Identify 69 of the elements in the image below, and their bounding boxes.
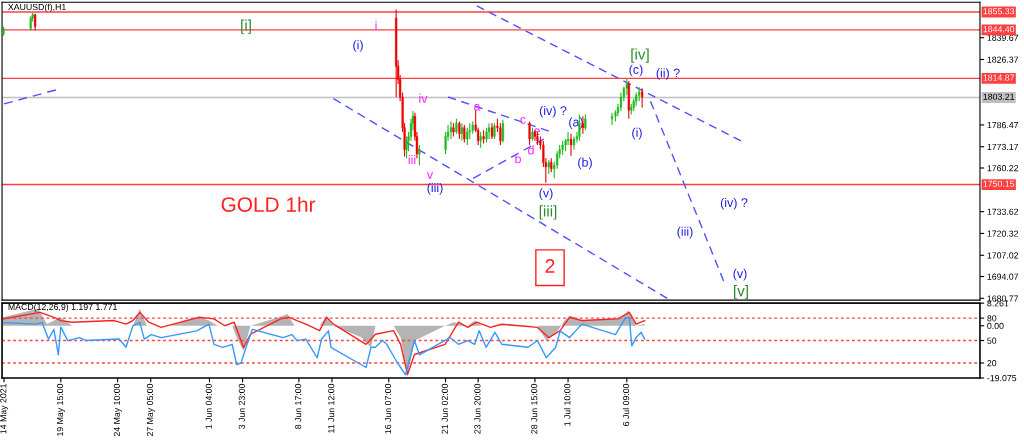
candlestick [641,87,644,109]
candlestick [418,144,421,166]
annotation: v [426,172,434,179]
y-tick-label: 1733.62 [987,208,1019,215]
annotation: [iii] [539,205,557,220]
annotation: (b) [578,157,592,170]
annotation: 2 [545,259,555,273]
annotation: iv [419,93,428,103]
annotation: (iii) [427,182,443,195]
annotation: d [528,145,534,155]
y-tick-label: 8.261 [987,300,1009,307]
y2-tick-label: 80 [987,315,997,322]
x-tick-label: 24 May 10:00 [113,383,122,437]
candlestick [501,119,504,144]
x-tick-label: 27 May 05:00 [146,383,155,437]
ref-line-label: 1750.15 [983,180,1015,187]
annotation: (ii) ? [656,68,680,80]
chart-title: MACD(12,26,9) 1.197 1.771 [8,303,117,312]
x-tick-label: 1 Jun 04:00 [205,383,212,429]
y-tick-label: 1773.17 [987,143,1019,151]
x-tick-label: 3 Jun 23:00 [238,383,245,429]
ref-line-label: 1814.87 [983,74,1015,81]
annotation: [v] [734,285,748,300]
x-tick-label: 11 Jun 12:00 [328,383,335,433]
candlestick [449,120,453,140]
ref-line-label: 1803.21 [983,93,1015,100]
x-tick-label: 16 Jun 07:00 [384,383,392,434]
chart-title: XAUUSD(f),H1 [8,3,66,12]
y-tick-label: 1680.77 [987,295,1019,302]
y-tick-label: -19.075 [987,375,1017,382]
x-tick-label: 8 Jun 17:00 [295,383,302,429]
x-tick-label: 6 Jul 09:00 [622,383,630,426]
x-tick-label: 23 Jun 20:00 [474,383,481,434]
y-tick-label: 1826.37 [987,56,1019,63]
candlestick [499,122,502,146]
ref-line-label: 1844.40 [983,26,1015,33]
y-tick-label: 1839.67 [987,34,1019,41]
annotation: iii [408,154,416,165]
x-tick-label: 28 Jun 15:00 [531,383,538,434]
y-tick-label: 1760.22 [987,165,1019,172]
x-tick-label: 1 Jul 10:00 [563,383,571,426]
annotation: i [375,20,377,30]
annotation: [iv] [631,48,649,63]
annotation: (c) [629,64,643,77]
annotation: (iii) [677,226,693,239]
annotation: (i) [353,40,363,52]
y-tick-label: 0.00 [987,322,1004,330]
y-tick-label: 1786.47 [987,122,1019,129]
annotation: c [520,116,526,124]
annotation: b [515,154,521,164]
candlestick [2,26,5,37]
annotation: (v) [539,188,553,200]
annotation: (iv) ? [539,105,567,118]
candlestick [610,112,614,126]
annotation: (v) [733,268,747,281]
candlestick [452,122,455,137]
y-tick-label: 1707.02 [987,252,1019,259]
y-tick-label: 1694.07 [987,273,1019,280]
x-tick-label: 21 Jun 02:00 [441,383,448,434]
y2-tick-label: 20 [987,360,997,367]
x-tick-label: 14 May 2021 [0,383,9,434]
x-tick-label: 19 May 15:00 [56,383,65,436]
annotation: (iv) ? [720,197,748,210]
annotation: GOLD 1hr [221,196,316,212]
candlestick [528,120,531,146]
y-tick-label: 1720.32 [987,230,1019,237]
annotation: (i) [632,127,642,140]
ref-line-label: 1855.33 [983,8,1015,15]
y2-tick-label: 50 [987,337,997,344]
